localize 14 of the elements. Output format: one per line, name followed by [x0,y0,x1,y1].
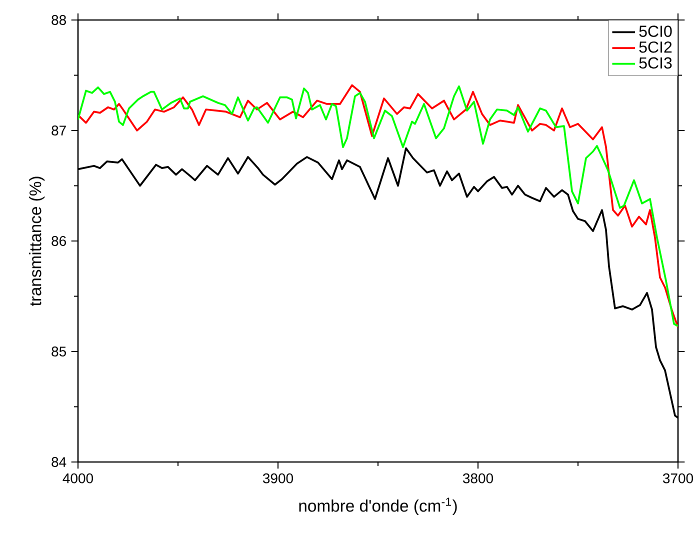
y-tick-label: 84 [52,457,66,467]
legend-label: 5CI0 [639,26,672,37]
x-axis-title: nombre d'onde (cm$^{-1}$) [299,498,457,516]
x-tick-label: 4000 [62,473,94,484]
legend-label: 5CI2 [639,41,672,53]
y-tick-label: 86 [52,236,66,246]
legend-label: 5CI3 [639,57,672,69]
x-tick-label: 3900 [262,473,294,484]
y-axis-title: transmittance (%) [29,176,45,306]
y-tick-label: 85 [52,346,66,356]
y-tick-label: 87 [52,126,66,136]
x-tick-label: 3700 [662,473,694,484]
y-tick-label: 88 [52,15,66,25]
x-tick-label: 3800 [462,473,494,484]
